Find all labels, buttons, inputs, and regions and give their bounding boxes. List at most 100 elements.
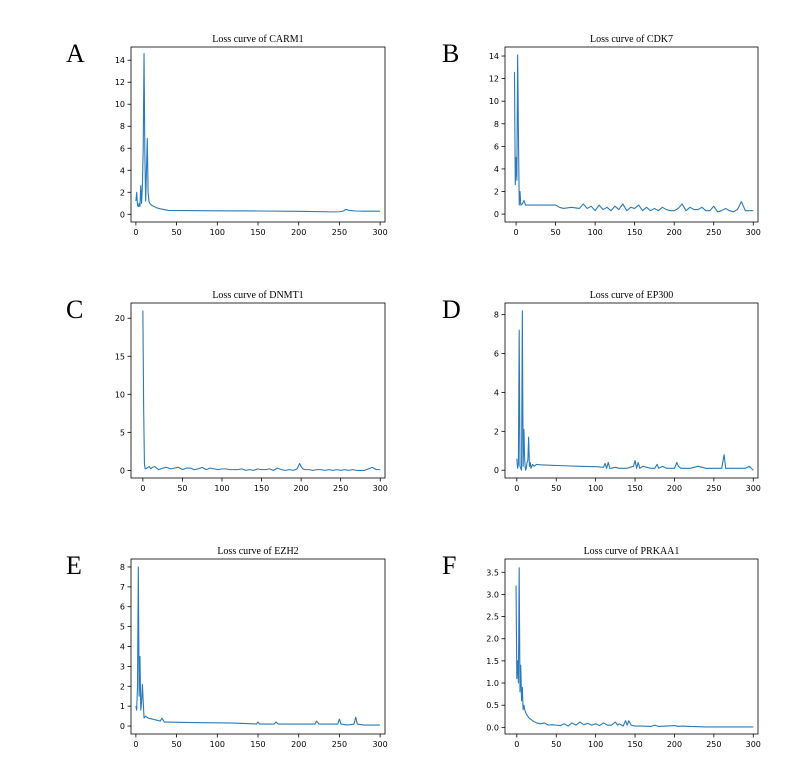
loss-series-line (515, 567, 754, 728)
chart-panel-a: A Loss curve of CARM1 0 50 100 150 200 250 300 0 2… (66, 34, 388, 237)
y-tick-label: 3.0 (486, 590, 499, 599)
y-tick-label: 0 (120, 466, 125, 475)
panel-letter: F (442, 551, 456, 580)
x-tick-label: 200 (667, 228, 682, 237)
y-tick-label: 0 (494, 466, 499, 475)
axes-frame (504, 302, 759, 479)
y-tick-label: 15 (115, 352, 125, 361)
y-tick-label: 2 (494, 427, 499, 436)
x-tick-label: 300 (372, 228, 387, 237)
axes-frame (130, 558, 386, 735)
x-tick-label: 200 (291, 740, 306, 749)
y-tick-label: 12 (115, 78, 125, 87)
loss-series-line (135, 566, 381, 726)
x-tick-label: 50 (551, 228, 561, 237)
y-tick-label: 2 (494, 188, 499, 197)
y-tick-label: 2 (120, 682, 125, 691)
x-tick-label: 300 (372, 740, 387, 749)
x-tick-label: 0 (133, 228, 138, 237)
x-tick-label: 150 (250, 228, 265, 237)
panel-letter: B (442, 39, 459, 68)
y-tick-label: 0 (120, 722, 125, 731)
x-tick-label: 100 (588, 484, 603, 493)
x-tick-label: 250 (706, 484, 721, 493)
x-tick-label: 100 (210, 740, 225, 749)
y-tick-label: 6 (494, 350, 499, 359)
y-tick-label: 8 (120, 122, 125, 131)
y-tick-label: 1.5 (486, 657, 499, 666)
x-tick-label: 0 (514, 228, 519, 237)
y-tick-label: 6 (120, 144, 125, 153)
y-tick-label: 10 (115, 390, 125, 399)
y-tick-label: 0 (120, 210, 125, 219)
y-tick-label: 3 (120, 662, 125, 671)
y-tick-label: 5 (120, 623, 125, 632)
y-tick-label: 2.5 (486, 613, 499, 622)
x-tick-label: 200 (667, 740, 682, 749)
axes-frame (130, 46, 386, 223)
y-tick-label: 8 (120, 563, 125, 572)
y-tick-label: 4 (494, 165, 499, 174)
y-tick-label: 20 (115, 314, 125, 323)
x-tick-label: 250 (333, 484, 348, 493)
chart-title: Loss curve of CARM1 (212, 34, 303, 45)
y-tick-label: 8 (494, 120, 499, 129)
axes-frame (504, 558, 759, 735)
y-tick-label: 4 (494, 388, 499, 397)
chart-panel-b: B Loss curve of CDK7 0 50 100 150 200 250 300 0 2 4… (442, 34, 761, 237)
x-tick-label: 250 (706, 228, 721, 237)
x-tick-label: 50 (551, 740, 561, 749)
chart-title: Loss curve of EP300 (590, 290, 674, 301)
x-tick-label: 100 (587, 228, 602, 237)
panel-letter: C (66, 295, 83, 324)
y-tick-label: 10 (115, 100, 125, 109)
loss-series-line (135, 53, 381, 213)
x-tick-label: 150 (250, 740, 265, 749)
x-tick-label: 150 (254, 484, 269, 493)
chart-panel-c: C Loss curve of DNMT1 0 50 100 150 200 250 300 0 5… (66, 290, 388, 493)
chart-title: Loss curve of DNMT1 (212, 290, 303, 301)
y-tick-label: 6 (494, 142, 499, 151)
y-tick-label: 3.5 (486, 568, 499, 577)
x-tick-label: 50 (177, 484, 187, 493)
x-tick-label: 150 (627, 228, 642, 237)
y-tick-label: 7 (120, 583, 125, 592)
x-tick-label: 200 (293, 484, 308, 493)
panel-letter: D (442, 295, 461, 324)
x-tick-label: 100 (588, 740, 603, 749)
x-tick-label: 0 (514, 484, 519, 493)
x-tick-label: 300 (746, 484, 761, 493)
y-tick-label: 0 (494, 210, 499, 219)
loss-series-line (516, 310, 754, 471)
x-tick-label: 250 (332, 740, 347, 749)
chart-title: Loss curve of CDK7 (590, 34, 673, 45)
x-tick-label: 300 (746, 228, 761, 237)
y-tick-label: 0.5 (486, 701, 499, 710)
y-tick-label: 0.0 (486, 723, 499, 732)
y-tick-label: 14 (489, 52, 499, 61)
x-tick-label: 0 (140, 484, 145, 493)
y-tick-label: 5 (120, 428, 125, 437)
panel-letter: A (66, 39, 85, 68)
chart-title: Loss curve of PRKAA1 (584, 546, 680, 557)
y-tick-label: 8 (494, 311, 499, 320)
chart-panel-f: F Loss curve of PRKAA1 0 50 100 150 200 250 300 0… (442, 546, 761, 749)
y-tick-label: 1 (120, 702, 125, 711)
x-tick-label: 250 (706, 740, 721, 749)
x-tick-label: 0 (133, 740, 138, 749)
x-tick-label: 150 (627, 740, 642, 749)
x-tick-label: 200 (291, 228, 306, 237)
loss-series-line (142, 310, 381, 471)
y-tick-label: 6 (120, 603, 125, 612)
chart-panel-e: E Loss curve of EZH2 0 50 100 150 200 250 300 0 1 2… (66, 546, 388, 749)
chart-panel-d: D Loss curve of EP300 0 50 100 150 200 250 300 0 2… (442, 290, 761, 493)
x-tick-label: 100 (214, 484, 229, 493)
x-tick-label: 300 (373, 484, 388, 493)
x-tick-label: 50 (551, 484, 561, 493)
y-tick-label: 2 (120, 188, 125, 197)
y-tick-label: 4 (120, 643, 125, 652)
x-tick-label: 50 (171, 228, 181, 237)
chart-title: Loss curve of EZH2 (217, 546, 298, 557)
y-tick-label: 10 (489, 97, 499, 106)
y-tick-label: 12 (489, 75, 499, 84)
